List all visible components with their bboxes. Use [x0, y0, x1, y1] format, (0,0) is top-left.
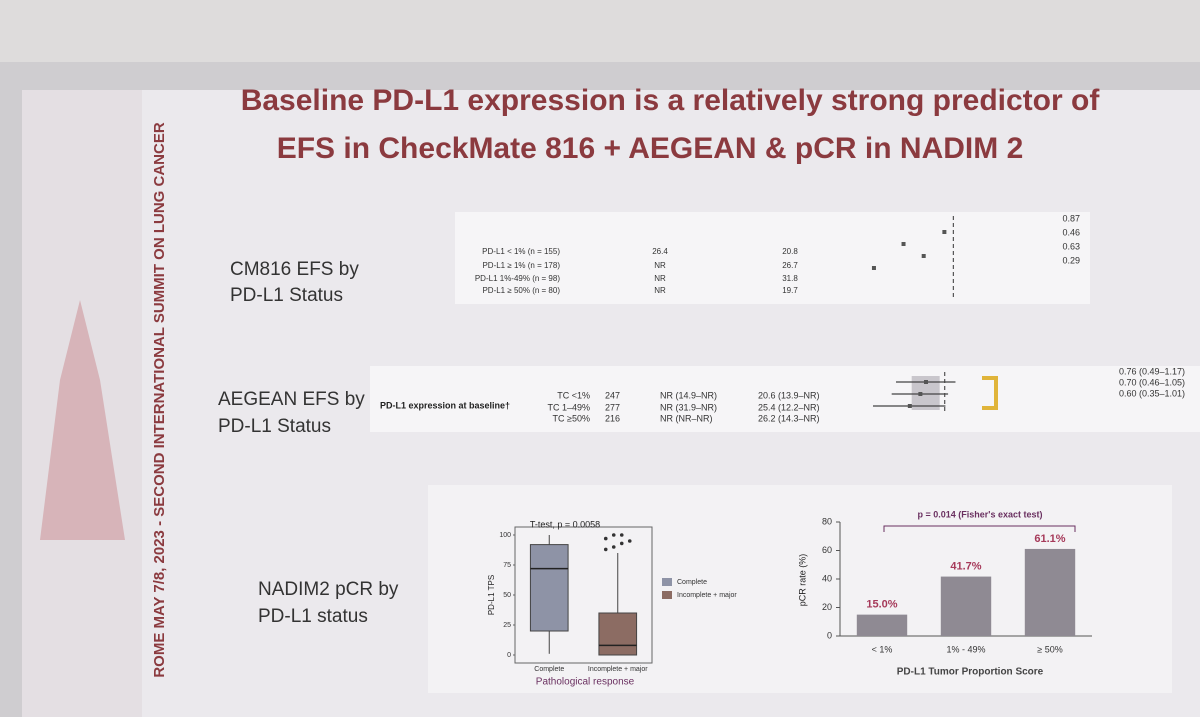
ceiling: [0, 0, 1200, 62]
legend-label: Complete: [677, 579, 707, 586]
table-cell: 20.8: [782, 247, 798, 256]
title-line: Baseline PD-L1 expression is a relativel…: [241, 84, 1101, 117]
table-cell: PD-L1 ≥ 1% (n = 178): [482, 261, 560, 270]
y-tick-label: 0: [827, 630, 832, 640]
dome-decoration: [40, 300, 125, 540]
legend-swatch: [662, 578, 672, 586]
hr-point: [923, 380, 928, 384]
hr-label: 0.87: [1062, 213, 1080, 223]
y-tick-label: 75: [503, 562, 511, 569]
table-cell: TC 1–49%: [547, 402, 590, 412]
bar: [856, 614, 908, 636]
x-axis-label: Pathological response: [536, 677, 635, 688]
table-cell: 247: [605, 390, 620, 400]
row-label: AEGEAN EFS by: [218, 389, 365, 410]
title-line: EFS in CheckMate 816 + AEGEAN & pCR in N…: [277, 132, 1024, 165]
aegean-strip: [370, 366, 1200, 432]
hr-label: 0.46: [1062, 227, 1080, 237]
table-cell: 31.8: [782, 274, 798, 283]
hr-point: [871, 266, 876, 270]
y-axis-label: pCR rate (%): [797, 554, 807, 607]
box: [598, 612, 638, 656]
table-cell: 20.6 (13.9–NR): [758, 390, 820, 400]
table-cell: NR: [654, 261, 666, 270]
row-label: PD-L1 Status: [230, 285, 343, 306]
y-tick-label: 60: [822, 545, 832, 555]
hr-label: 0.29: [1062, 255, 1080, 265]
hr-label: 0.70 (0.46–1.05): [1119, 377, 1185, 387]
hr-point: [901, 242, 906, 246]
y-tick-label: 20: [822, 602, 832, 612]
y-tick-label: 25: [503, 622, 511, 629]
hr-point: [907, 404, 912, 408]
legend-swatch: [662, 591, 672, 599]
row-labels: CM816 EFS by PD-L1 Status AEGEAN EFS by …: [218, 259, 399, 627]
outlier: [627, 539, 632, 543]
table-cell: PD-L1 1%-49% (n = 98): [475, 274, 560, 283]
x-tick-label: < 1%: [872, 644, 893, 654]
y-tick-label: 100: [499, 532, 511, 539]
table-cell: NR: [654, 274, 666, 283]
x-tick-label: 1% - 49%: [946, 644, 985, 654]
y-tick-label: 0: [507, 652, 511, 659]
hr-point: [921, 254, 926, 258]
bracket: [982, 376, 998, 410]
table-cell: TC ≥50%: [553, 413, 590, 423]
row-label: PD-L1 Status: [218, 416, 331, 437]
x-tick-label: Incomplete + major: [588, 666, 648, 673]
y-tick-label: 80: [822, 516, 832, 526]
cm816-strip: [455, 212, 1090, 304]
table-cell: NR: [654, 286, 666, 295]
outlier: [603, 536, 608, 541]
hr-point: [918, 392, 923, 396]
outlier: [611, 545, 616, 549]
outlier: [619, 533, 624, 537]
hr-label: 0.76 (0.49–1.17): [1119, 366, 1185, 376]
legend-label: Incomplete + major: [677, 592, 737, 599]
outlier: [619, 541, 624, 546]
x-axis-label: PD-L1 Tumor Proportion Score: [897, 667, 1044, 678]
table-header: PD-L1 expression at baseline†: [380, 400, 510, 410]
table-cell: 26.2 (14.3–NR): [758, 413, 820, 423]
box: [529, 544, 569, 632]
table-cell: TC <1%: [557, 390, 590, 400]
hr-label: 0.60 (0.35–1.01): [1119, 388, 1185, 398]
bar: [1024, 548, 1076, 636]
table-cell: 26.7: [782, 261, 798, 270]
y-axis-label: PD-L1 TPS: [487, 575, 496, 615]
x-tick-label: ≥ 50%: [1037, 644, 1062, 654]
y-tick-label: 50: [503, 592, 511, 599]
row-label: CM816 EFS by: [230, 259, 359, 280]
row-label: PD-L1 status: [258, 606, 368, 627]
outlier: [603, 547, 608, 552]
value-label: 15.0%: [866, 599, 897, 611]
table-cell: PD-L1 < 1% (n = 155): [482, 247, 560, 256]
outlier: [611, 533, 616, 537]
hr-label: 0.63: [1062, 241, 1080, 251]
table-cell: 26.4: [652, 247, 668, 256]
value-label: 41.7%: [950, 560, 981, 572]
table-cell: PD-L1 ≥ 50% (n = 80): [482, 286, 560, 295]
table-cell: NR (14.9–NR): [660, 390, 717, 400]
x-tick-label: Complete: [534, 666, 564, 673]
value-label: 61.1%: [1034, 533, 1065, 545]
table-cell: NR (31.9–NR): [660, 402, 717, 412]
hr-point: [942, 230, 947, 234]
annotation: T-test, p = 0.0058: [530, 519, 600, 529]
y-tick-label: 40: [822, 573, 832, 583]
table-cell: NR (NR–NR): [660, 413, 713, 423]
table-cell: 25.4 (12.2–NR): [758, 402, 820, 412]
table-cell: 216: [605, 413, 620, 423]
table-cell: 19.7: [782, 286, 798, 295]
annotation: p = 0.014 (Fisher's exact test): [918, 509, 1043, 519]
banner: ROME MAY 7/8, 2023 - SECOND INTERNATIONA…: [151, 122, 168, 678]
bar: [940, 576, 992, 636]
row-label: NADIM2 pCR by: [258, 579, 399, 600]
table-cell: 277: [605, 402, 620, 412]
significance-bracket: [883, 525, 1076, 532]
